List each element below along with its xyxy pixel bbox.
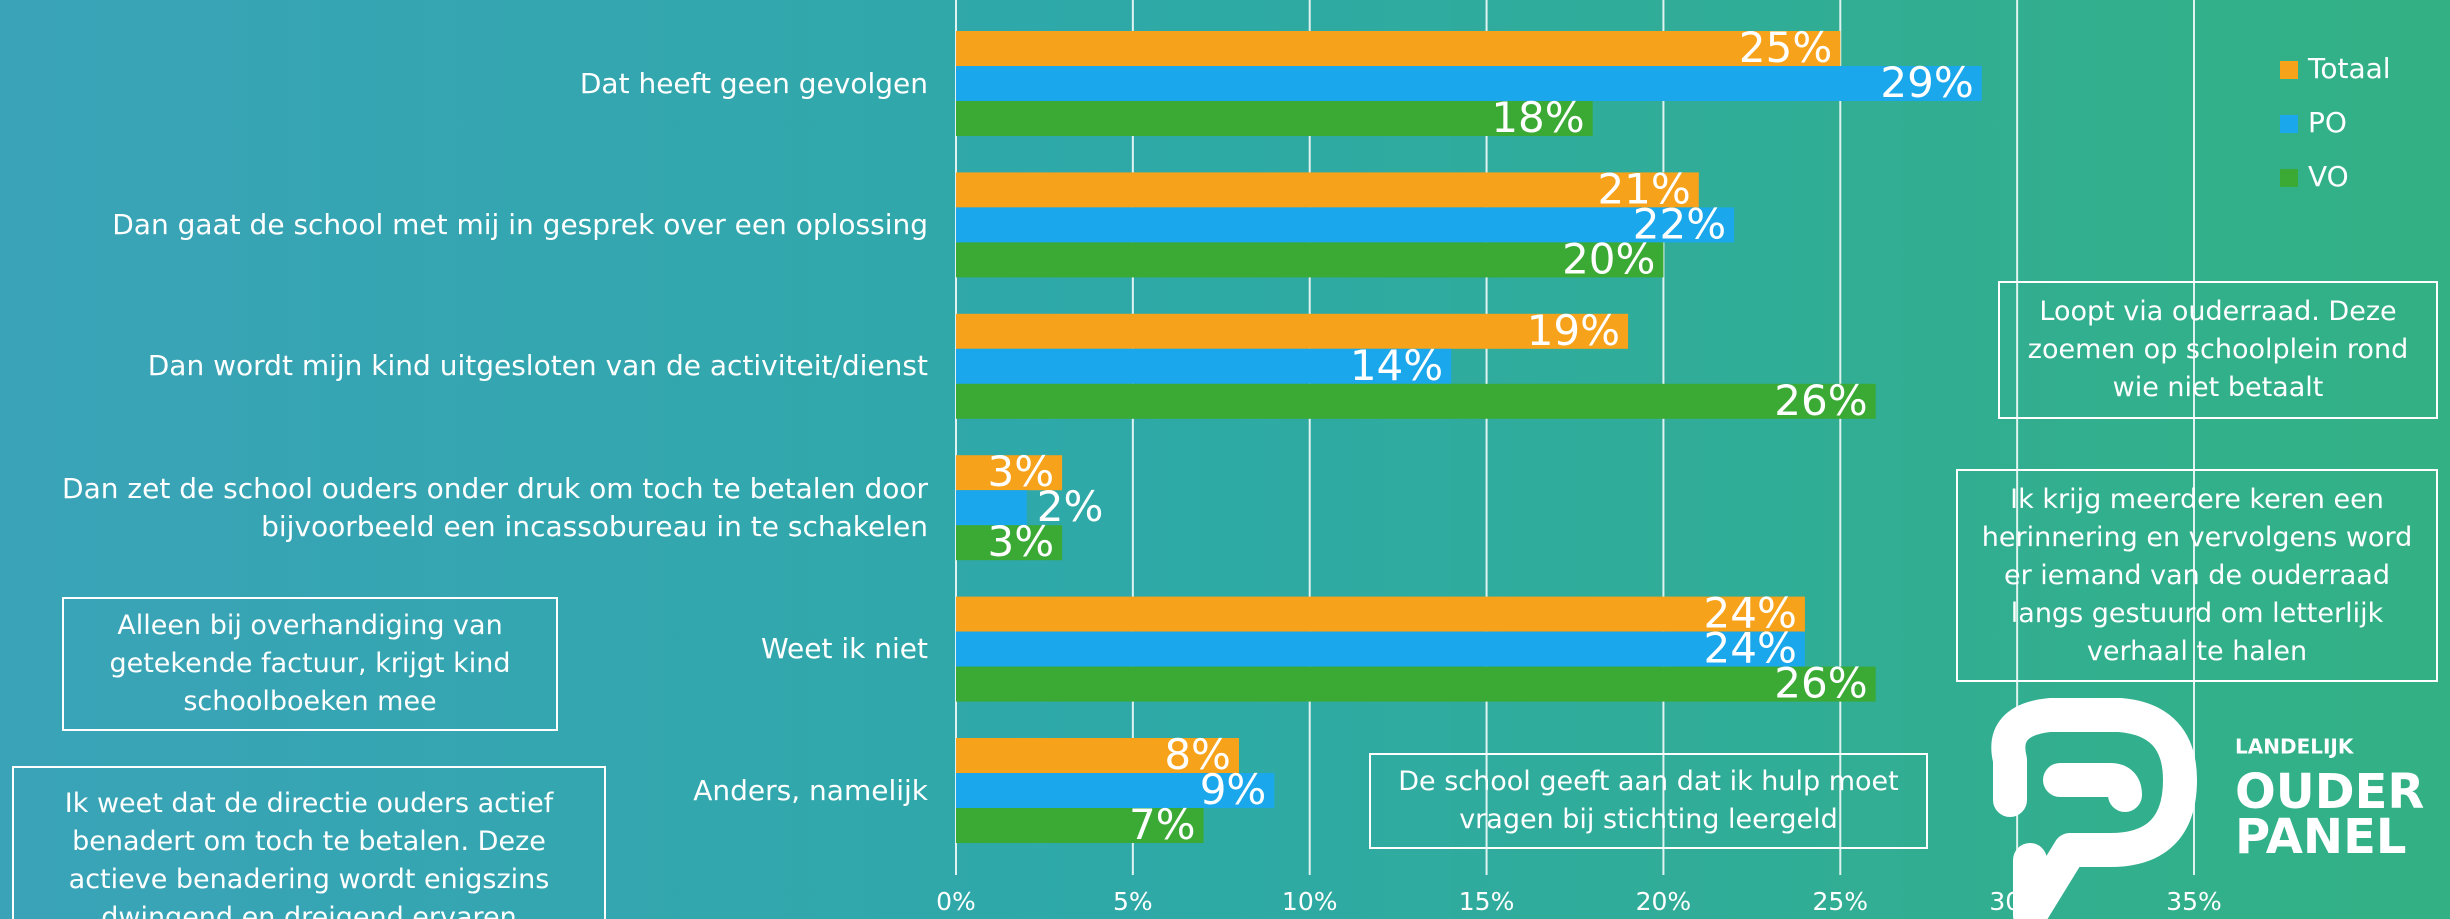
x-tick-label: 15% xyxy=(1459,887,1515,916)
bar xyxy=(956,383,1876,419)
legend-swatch xyxy=(2280,61,2298,79)
value-label: 20% xyxy=(1562,234,1655,283)
value-label: 2% xyxy=(1037,482,1104,531)
value-label: 9% xyxy=(1200,765,1267,814)
bar xyxy=(956,666,1876,702)
x-tick-label: 10% xyxy=(1282,887,1338,916)
bar xyxy=(956,101,1593,136)
value-label: 19% xyxy=(1527,306,1620,355)
value-label: 24% xyxy=(1704,589,1797,638)
value-label: 26% xyxy=(1774,376,1867,425)
legend-label: PO xyxy=(2308,106,2347,139)
bar xyxy=(956,596,1805,632)
x-tick-label: 30% xyxy=(1989,887,2045,916)
value-label: 24% xyxy=(1704,624,1797,673)
x-tick-label: 25% xyxy=(1812,887,1868,916)
x-tick-label: 20% xyxy=(1636,887,1692,916)
logo-shape xyxy=(1991,698,2197,919)
bar xyxy=(956,172,1699,208)
bar xyxy=(956,773,1275,808)
bar xyxy=(956,455,1063,491)
bar xyxy=(956,66,1982,101)
bar xyxy=(956,490,1027,526)
bar xyxy=(956,738,1239,773)
bar xyxy=(956,348,1452,384)
category-label: Weet ik niet xyxy=(760,632,928,666)
category-label: Anders, namelijk xyxy=(693,773,928,807)
legend-label: Totaal xyxy=(2307,52,2391,85)
value-label: 18% xyxy=(1491,93,1584,142)
category-label: Dan wordt mijn kind uitgesloten van de a… xyxy=(147,349,928,383)
logo-text: PANEL xyxy=(2235,809,2406,865)
value-label: 22% xyxy=(1633,199,1726,248)
x-tick-label: 0% xyxy=(936,887,976,916)
value-label: 7% xyxy=(1129,800,1196,849)
logo-text: LANDELIJK xyxy=(2235,735,2355,759)
bar xyxy=(956,525,1063,561)
value-label: 29% xyxy=(1880,58,1973,107)
value-label: 3% xyxy=(987,447,1054,496)
bar xyxy=(956,207,1735,243)
legend-label: VO xyxy=(2308,160,2349,193)
bar xyxy=(956,313,1629,349)
annotation: Ik krijg meerdere keren een herinnering … xyxy=(1956,469,2438,682)
value-label: 26% xyxy=(1774,659,1867,708)
value-label: 3% xyxy=(987,517,1054,566)
annotation: De school geeft aan dat ik hulp moet vra… xyxy=(1369,753,1928,849)
x-tick-label: 5% xyxy=(1113,887,1153,916)
category-label: Dat heeft geen gevolgen xyxy=(579,66,928,100)
value-label: 21% xyxy=(1597,164,1690,213)
category-label: Dan gaat de school met mij in gesprek ov… xyxy=(112,207,928,241)
value-label: 8% xyxy=(1164,730,1231,779)
annotation: Loopt via ouderraad. Deze zoemen op scho… xyxy=(1998,281,2438,419)
bar xyxy=(956,31,1841,66)
bar xyxy=(956,808,1204,843)
annotation: Ik weet dat de directie ouders actief be… xyxy=(12,766,606,919)
bar xyxy=(956,631,1805,667)
bar xyxy=(956,242,1664,278)
annotation: Alleen bij overhandiging van getekende f… xyxy=(62,597,558,731)
value-label: 25% xyxy=(1739,23,1832,72)
x-tick-label: 35% xyxy=(2166,887,2222,916)
legend-swatch xyxy=(2280,169,2298,187)
legend-swatch xyxy=(2280,115,2298,133)
logo-text: OUDER xyxy=(2235,764,2424,820)
category-label: Dan zet de school ouders onder druk om t… xyxy=(62,471,928,543)
value-label: 14% xyxy=(1350,341,1443,390)
